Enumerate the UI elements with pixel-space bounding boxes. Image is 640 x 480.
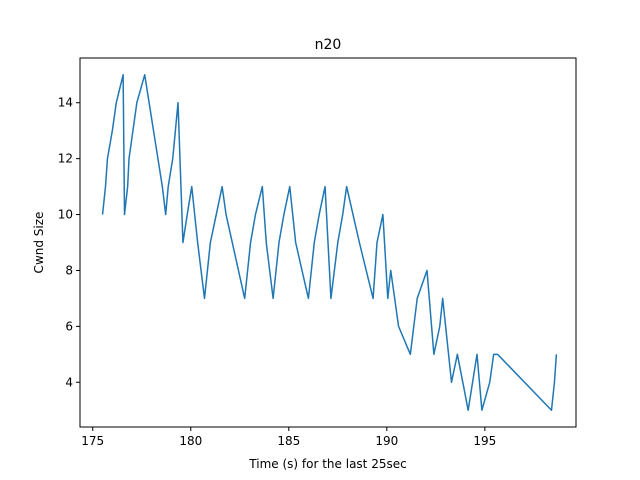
x-tick-label: 180: [179, 434, 202, 448]
x-axis: 175 180 185 190 195: [81, 427, 496, 448]
chart-title: n20: [315, 37, 342, 53]
x-tick-label: 190: [375, 434, 398, 448]
cwnd-series-line: [101, 74, 558, 411]
y-tick-label: 14: [58, 96, 73, 110]
x-tick-label: 195: [473, 434, 496, 448]
x-tick-label: 175: [81, 434, 104, 448]
y-tick-label: 8: [65, 263, 73, 277]
y-tick-label: 6: [65, 319, 73, 333]
y-tick-label: 10: [58, 208, 73, 222]
x-axis-label: Time (s) for the last 25sec: [248, 457, 406, 471]
y-tick-label: 4: [65, 375, 73, 389]
y-axis-label: Cwnd Size: [32, 212, 46, 274]
y-axis: 4 6 8 10 12 14: [58, 96, 80, 389]
x-tick-label: 185: [277, 434, 300, 448]
y-tick-label: 12: [58, 152, 73, 166]
